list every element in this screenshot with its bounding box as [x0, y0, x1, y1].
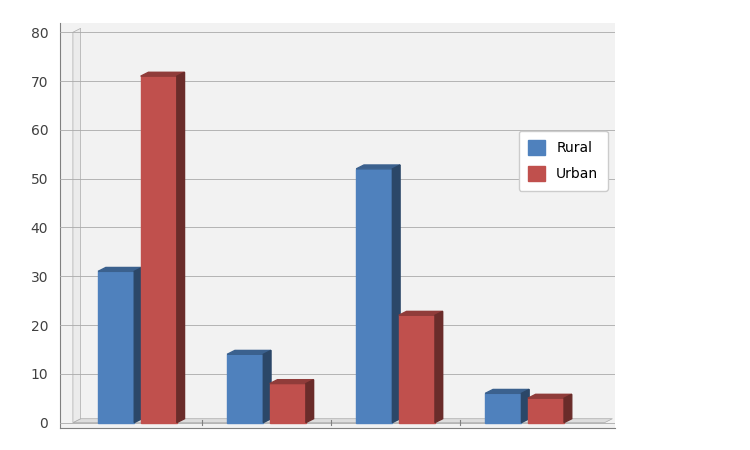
Polygon shape — [270, 380, 314, 383]
Polygon shape — [306, 380, 314, 423]
Polygon shape — [263, 351, 271, 423]
Polygon shape — [564, 394, 572, 423]
Bar — [270, 383, 306, 423]
Polygon shape — [177, 72, 184, 423]
Polygon shape — [141, 72, 184, 76]
Legend: Rural, Urban: Rural, Urban — [519, 130, 608, 191]
Polygon shape — [485, 389, 530, 393]
Polygon shape — [134, 267, 142, 423]
Bar — [227, 354, 263, 423]
Bar — [356, 169, 392, 423]
Bar — [399, 315, 435, 423]
Polygon shape — [73, 418, 613, 423]
Polygon shape — [227, 351, 271, 354]
Polygon shape — [73, 28, 81, 423]
Polygon shape — [392, 165, 400, 423]
Bar — [98, 271, 134, 423]
Polygon shape — [528, 394, 572, 398]
Polygon shape — [435, 311, 442, 423]
Bar — [141, 76, 177, 423]
Polygon shape — [399, 311, 442, 315]
Polygon shape — [356, 165, 400, 169]
Polygon shape — [521, 389, 530, 423]
Bar — [528, 398, 564, 423]
Bar — [485, 393, 521, 423]
Polygon shape — [98, 267, 142, 271]
